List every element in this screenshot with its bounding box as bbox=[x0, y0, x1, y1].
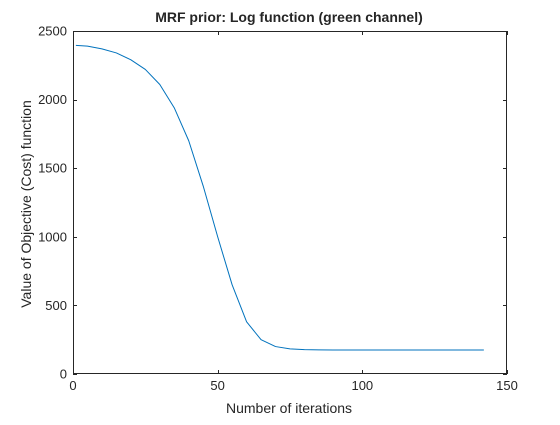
y-tick-label: 0 bbox=[60, 367, 67, 382]
x-tick-label: 50 bbox=[210, 378, 224, 393]
x-tick-label: 100 bbox=[351, 378, 373, 393]
series-line-1 bbox=[75, 44, 484, 351]
axes-frame bbox=[73, 31, 507, 374]
y-tick-label: 1000 bbox=[38, 229, 67, 244]
axes-box bbox=[73, 31, 507, 374]
y-tick-label: 500 bbox=[45, 298, 67, 313]
y-tick-label: 2000 bbox=[38, 92, 67, 107]
series-layer bbox=[75, 44, 484, 351]
x-tick-label: 0 bbox=[69, 378, 76, 393]
y-axis-label: Value of Objective (Cost) function bbox=[18, 100, 34, 308]
plot-area bbox=[73, 31, 507, 374]
x-axis-label: Number of iterations bbox=[226, 400, 352, 416]
chart-title: MRF prior: Log function (green channel) bbox=[155, 9, 423, 25]
y-tick-label: 1500 bbox=[38, 161, 67, 176]
x-tick-label: 150 bbox=[496, 378, 518, 393]
y-tick-label: 2500 bbox=[38, 24, 67, 39]
axes-background bbox=[73, 31, 507, 374]
